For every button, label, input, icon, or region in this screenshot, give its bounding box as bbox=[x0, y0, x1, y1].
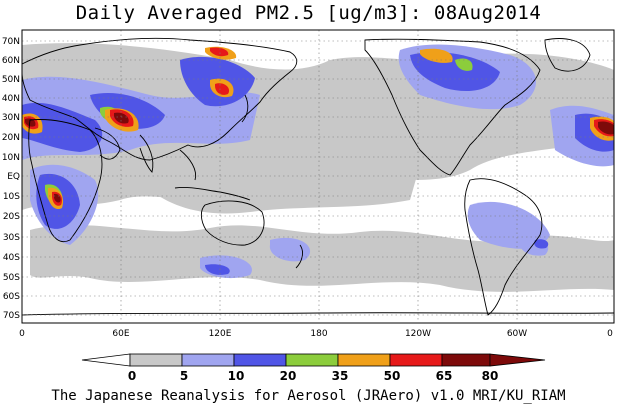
lon-label: 0 bbox=[607, 329, 613, 339]
lat-label: 30N bbox=[2, 113, 20, 123]
colorbar-left-arrow bbox=[81, 353, 131, 367]
lat-label: 20N bbox=[2, 133, 20, 143]
latitude-labels: 70N 60N 50N 40N 30N 20N 10N EQ 10S 20S 3… bbox=[2, 37, 20, 321]
colorbar-segment bbox=[337, 353, 391, 367]
lon-label: 60W bbox=[507, 329, 527, 339]
map-border bbox=[21, 29, 615, 324]
colorbar-segment bbox=[129, 353, 183, 367]
colorbar-label: 35 bbox=[332, 369, 349, 383]
lat-label: 20S bbox=[3, 212, 20, 222]
lat-label: 10N bbox=[2, 153, 20, 163]
colorbar-label: 10 bbox=[228, 369, 245, 383]
lat-label: 50S bbox=[3, 273, 20, 283]
coastlines bbox=[21, 37, 615, 316]
lon-label: 60E bbox=[112, 329, 129, 339]
colorbar-segment bbox=[233, 353, 287, 367]
colorbar-label: 80 bbox=[482, 369, 499, 383]
lat-label: 40S bbox=[3, 253, 20, 263]
lon-label: 0 bbox=[19, 329, 25, 339]
lon-label: 120E bbox=[209, 329, 232, 339]
lon-label: 180 bbox=[310, 329, 327, 339]
colorbar-label: 65 bbox=[436, 369, 453, 383]
lat-label: 30S bbox=[3, 233, 20, 243]
colorbar-segment bbox=[441, 353, 491, 367]
map-title: Daily Averaged PM2.5 [ug/m3]: 08Aug2014 bbox=[75, 2, 542, 24]
colorbar-segment bbox=[285, 353, 339, 367]
lat-label: 10S bbox=[3, 192, 20, 202]
lat-label: 70N bbox=[2, 37, 20, 47]
lat-label: 60S bbox=[3, 292, 20, 302]
longitude-labels: 0 60E 120E 180 120W 60W 0 bbox=[19, 329, 613, 339]
colorbar-label: 0 bbox=[128, 369, 136, 383]
graticule bbox=[22, 30, 614, 323]
lon-label: 120W bbox=[405, 329, 431, 339]
colorbar-right-arrow bbox=[489, 353, 546, 367]
lat-label: EQ bbox=[7, 172, 20, 182]
colorbar-label: 5 bbox=[180, 369, 188, 383]
lat-label: 50N bbox=[2, 75, 20, 85]
colorbar-segment bbox=[389, 353, 443, 367]
colorbar-segment bbox=[181, 353, 235, 367]
lat-label: 70S bbox=[3, 311, 20, 321]
colorbar: 0 5 10 20 35 50 65 80 bbox=[81, 353, 546, 383]
colorbar-label: 50 bbox=[384, 369, 401, 383]
lat-label: 60N bbox=[2, 56, 20, 66]
lat-label: 40N bbox=[2, 94, 20, 104]
colorbar-label: 20 bbox=[280, 369, 297, 383]
pm25-field bbox=[22, 43, 614, 292]
caption: The Japanese Reanalysis for Aerosol (JRA… bbox=[51, 388, 566, 404]
